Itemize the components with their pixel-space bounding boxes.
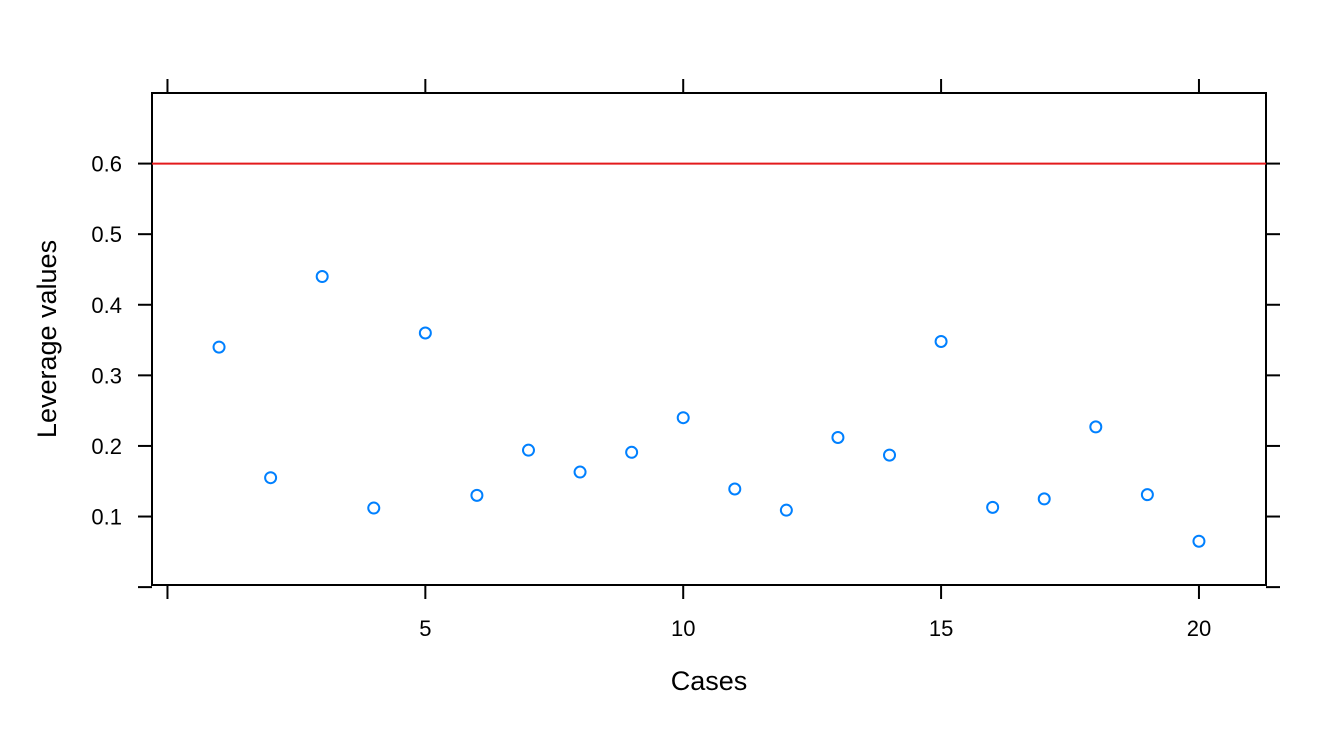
y-tick-label: 0.3	[91, 363, 122, 388]
data-point	[831, 430, 845, 444]
data-point	[1089, 420, 1103, 434]
data-point	[728, 482, 742, 496]
data-point	[521, 443, 535, 457]
x-tick-label: 5	[419, 616, 431, 641]
data-point	[212, 340, 226, 354]
x-tick-label: 10	[671, 616, 695, 641]
data-point	[1192, 534, 1206, 548]
x-tick-label: 20	[1187, 616, 1211, 641]
data-point	[934, 334, 948, 348]
x-tick-label: 15	[929, 616, 953, 641]
data-point	[470, 488, 484, 502]
data-point	[1037, 492, 1051, 506]
data-point	[418, 326, 432, 340]
y-tick-label: 0.1	[91, 505, 122, 530]
x-axis-title: Cases	[671, 666, 748, 696]
y-axis-title: Leverage values	[32, 240, 62, 438]
data-point	[315, 270, 329, 284]
y-tick-label: 0.4	[91, 293, 122, 318]
y-tick-label: 0.6	[91, 152, 122, 177]
data-point	[264, 471, 278, 485]
data-point	[986, 500, 1000, 514]
plot-frame	[151, 92, 1267, 586]
data-point	[625, 445, 639, 459]
data-point	[367, 501, 381, 515]
data-point	[779, 503, 793, 517]
data-point	[676, 411, 690, 425]
y-tick-label: 0.2	[91, 434, 122, 459]
data-point	[1140, 488, 1154, 502]
y-tick-label: 0.5	[91, 222, 122, 247]
axis-ticks: 5 10 15 20 0.1 0.2 0.3 0.4 0.5 0.6	[91, 79, 1280, 641]
data-points	[212, 270, 1206, 548]
data-point	[573, 465, 587, 479]
data-point	[883, 448, 897, 462]
